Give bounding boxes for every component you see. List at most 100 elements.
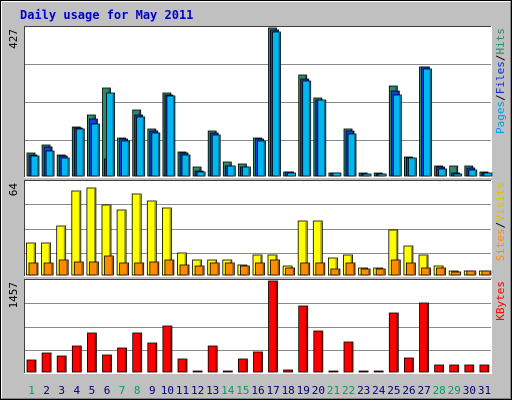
panel-kbytes: 1457 KBytes	[7, 279, 507, 374]
bar-kbytes-day-5	[87, 332, 97, 373]
bar-sites-day-28	[436, 267, 447, 276]
x-tick-day-29: 29	[448, 384, 461, 397]
x-tick-day-21: 21	[327, 384, 340, 397]
bar-sites-day-21	[330, 268, 341, 276]
bar-kbytes-day-16	[253, 351, 263, 373]
x-axis-day-labels: 1 2 3 4 5 6 7 8 9 10 11 12 13 14 15 16 17 18 19 20 21 22 23 24 2…	[28, 384, 491, 397]
series-kbytes	[26, 280, 490, 373]
bar-sites-day-3	[58, 259, 69, 276]
bar-pages-day-18	[287, 172, 297, 177]
bar-pages-day-16	[257, 140, 266, 177]
bar-kbytes-day-15	[237, 358, 248, 373]
x-tick-day-23: 23	[357, 384, 370, 397]
legend-label-hits: Hits	[494, 28, 507, 55]
panel-visits-sites: 64 Sites/Visits	[7, 180, 507, 277]
x-tick-day-20: 20	[312, 384, 325, 397]
legend-label-visits: Visits	[494, 182, 507, 222]
bar-sites-day-22	[345, 262, 356, 276]
x-tick-day-16: 16	[251, 384, 264, 397]
bar-kbytes-day-26	[403, 357, 414, 373]
series-sites	[28, 255, 492, 276]
bar-sites-day-30	[466, 270, 477, 276]
bar-sites-day-1	[28, 262, 39, 276]
bar-kbytes-day-6	[102, 354, 112, 373]
bar-sites-day-10	[164, 259, 175, 276]
bar-pages-day-7	[121, 140, 130, 177]
x-tick-day-4: 4	[73, 384, 80, 397]
bar-sites-day-2	[43, 262, 54, 276]
bar-pages-day-1	[30, 155, 40, 177]
bar-pages-day-17	[272, 31, 281, 177]
bar-kbytes-day-1	[26, 359, 37, 373]
bar-pages-day-21	[332, 172, 342, 177]
bar-kbytes-day-25	[388, 312, 399, 373]
bar-pages-day-31	[483, 172, 493, 177]
bar-pages-day-19	[302, 80, 312, 177]
x-tick-day-6: 6	[104, 384, 111, 397]
chart-title: Daily usage for May 2011	[20, 8, 193, 22]
bar-sites-day-27	[421, 267, 431, 276]
bar-sites-day-12	[194, 265, 205, 276]
bar-kbytes-day-4	[71, 345, 82, 373]
bar-kbytes-day-28	[434, 364, 445, 373]
bar-sites-day-19	[300, 262, 311, 276]
bar-pages-day-29	[453, 173, 463, 177]
bar-kbytes-day-20	[313, 330, 324, 373]
bar-kbytes-day-2	[41, 352, 52, 373]
bar-pages-day-25	[392, 94, 402, 177]
bar-kbytes-day-19	[298, 305, 309, 373]
bar-sites-day-31	[481, 270, 492, 276]
x-tick-day-15: 15	[236, 384, 249, 397]
bar-sites-day-14	[224, 262, 235, 276]
x-tick-day-28: 28	[433, 384, 446, 397]
bar-pages-day-27	[423, 68, 432, 177]
x-tick-day-14: 14	[221, 384, 235, 397]
series-axis-legend: Sites/Visits	[494, 182, 507, 262]
legend-label-separator: /	[494, 222, 507, 229]
series-axis-legend: KBytes	[494, 281, 507, 321]
bar-kbytes-day-29	[449, 364, 460, 373]
bar-kbytes-day-7	[117, 347, 127, 373]
x-tick-day-1: 1	[28, 384, 35, 397]
bar-pages-day-13	[211, 134, 221, 177]
bar-sites-day-4	[73, 261, 84, 276]
series-pages	[30, 31, 493, 177]
bar-sites-day-16	[255, 262, 265, 276]
x-tick-day-24: 24	[372, 384, 386, 397]
y-max-label: 64	[7, 183, 20, 197]
bar-sites-day-17	[270, 259, 280, 276]
x-tick-day-19: 19	[297, 384, 310, 397]
bar-pages-day-15	[241, 166, 251, 177]
legend-label-separator: /	[494, 94, 507, 101]
legend-label-files: Files	[494, 61, 507, 94]
x-tick-day-12: 12	[191, 384, 204, 397]
x-tick-day-27: 27	[417, 384, 430, 397]
bar-sites-day-26	[405, 262, 416, 276]
x-tick-day-3: 3	[58, 384, 65, 397]
bar-sites-day-29	[451, 271, 462, 276]
bar-sites-day-23	[360, 268, 371, 276]
x-tick-day-11: 11	[176, 384, 189, 397]
bar-kbytes-day-9	[147, 342, 158, 373]
bar-kbytes-day-21	[328, 370, 339, 373]
x-tick-day-7: 7	[119, 384, 126, 397]
bar-sites-day-24	[375, 268, 386, 276]
x-tick-day-9: 9	[149, 384, 156, 397]
bar-kbytes-day-11	[177, 358, 188, 373]
bar-kbytes-day-17	[268, 280, 278, 373]
x-tick-day-31: 31	[478, 384, 491, 397]
bar-pages-day-24	[377, 173, 387, 177]
x-tick-day-5: 5	[89, 384, 96, 397]
bar-pages-day-9	[151, 132, 161, 177]
bar-pages-day-22	[347, 133, 357, 177]
legend-label-kbytes: KBytes	[494, 281, 507, 321]
bar-pages-day-8	[136, 116, 146, 177]
bar-pages-day-20	[317, 99, 327, 177]
bar-kbytes-day-23	[358, 370, 369, 373]
bar-kbytes-day-3	[56, 355, 67, 373]
bar-pages-day-10	[166, 95, 176, 177]
bar-pages-day-28	[438, 168, 448, 177]
bar-sites-day-25	[390, 259, 401, 276]
